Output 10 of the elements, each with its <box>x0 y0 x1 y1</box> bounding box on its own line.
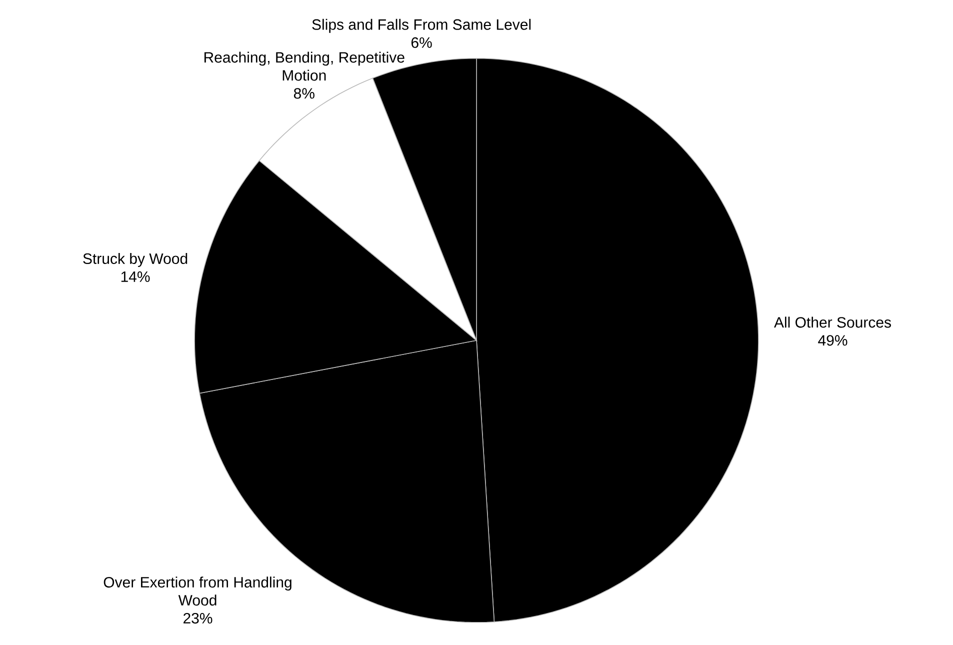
data-label: 23% <box>184 612 212 624</box>
data-label: 8% <box>294 88 314 99</box>
data-label: 6% <box>411 37 432 48</box>
slice-label: Slips and Falls From Same Level <box>312 18 531 33</box>
slice-label: All Other Sources <box>774 316 891 328</box>
slice-label: Over Exertion from Handling Wood <box>104 576 292 606</box>
data-label: 14% <box>121 271 150 282</box>
slice-label: Reaching, Bending, Repetitive Motion <box>204 52 404 81</box>
slice-label: Struck by Wood <box>83 252 188 267</box>
data-label: 49% <box>818 335 848 346</box>
